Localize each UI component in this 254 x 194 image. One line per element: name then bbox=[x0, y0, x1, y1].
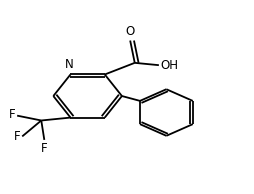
Text: F: F bbox=[8, 108, 15, 121]
Text: OH: OH bbox=[160, 59, 178, 72]
Text: F: F bbox=[41, 142, 48, 155]
Text: O: O bbox=[125, 25, 135, 38]
Text: F: F bbox=[13, 130, 20, 143]
Text: N: N bbox=[65, 58, 74, 71]
